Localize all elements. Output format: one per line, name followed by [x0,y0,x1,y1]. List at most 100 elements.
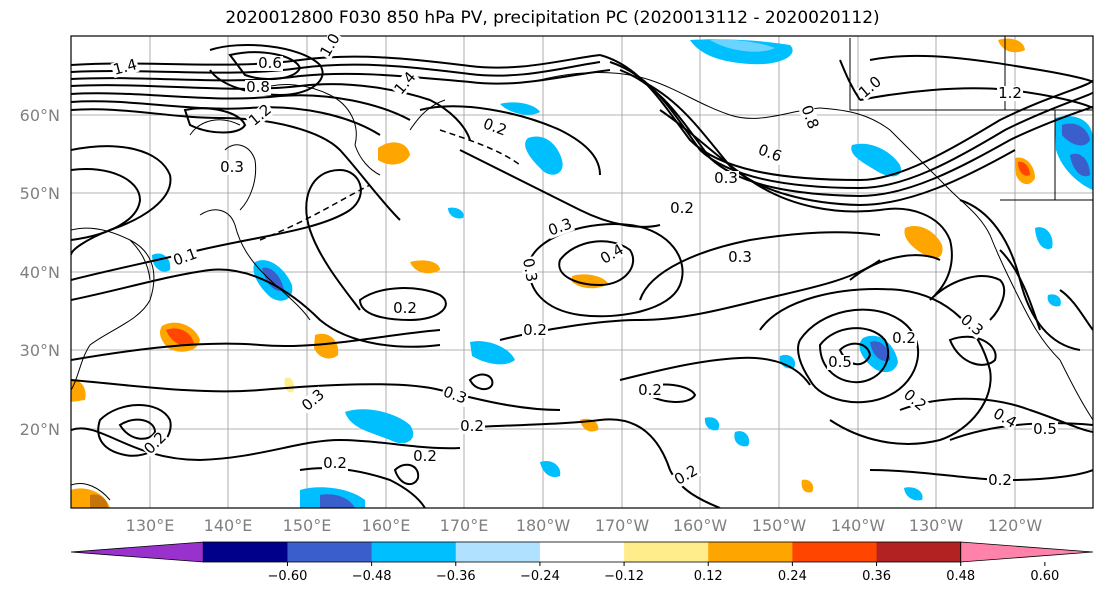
contour-label-background [391,68,420,99]
lon-label-140w: 140°W [831,516,886,535]
contour-label-background [459,419,485,434]
contour-label-background [298,386,329,415]
lon-label-170e: 170°E [440,516,489,535]
contour-label-background [317,30,344,61]
contour-label: 0.2 [323,454,347,472]
contour-label: 0.3 [714,169,738,187]
lon-label-120w: 120°W [988,516,1043,535]
colorbar-segment [876,542,962,562]
contour-label-background [987,473,1013,488]
contour-label: 0.2 [413,447,437,465]
contour-label-background [755,141,785,165]
contour-label-background [522,323,548,338]
contour-label-background [713,171,739,186]
contour-label-background [956,311,987,340]
lon-label-130w: 130°W [909,516,964,535]
colorbar-label: −0.36 [436,569,476,584]
dashed-contour [259,129,521,241]
lon-label-150w: 150°W [752,516,807,535]
lon-label-180w: 180°W [516,516,571,535]
colorbar-label: −0.48 [352,569,392,584]
colorbar-label: 0.60 [1030,569,1059,584]
contour-label-background [671,462,702,489]
longitude-labels: 130°E 140°E 150°E 160°E 170°E 180°W 170°… [126,516,1043,535]
contour-label-background [480,115,510,139]
map-frame [70,35,1094,509]
contour-label-background [245,101,276,130]
colorbar-segment [70,541,204,563]
contour-label: 0.2 [460,417,484,435]
contour-label-background [855,73,886,102]
map-title: 2020012800 F030 850 hPa PV, precipitatio… [225,8,880,28]
contour-label: 0.2 [638,381,662,399]
contour-label: 0.3 [220,158,244,176]
contour-label-background [110,56,140,79]
colorbar-segment [287,542,373,562]
contour-label-background [899,386,930,415]
colorbar-label: 0.12 [694,569,723,584]
contour-label: 0.6 [258,54,282,72]
contour-label-background [245,80,271,95]
contour-label-background [140,428,170,458]
contour-label: 0.5 [1033,420,1057,438]
colorbar-label: −0.12 [604,569,644,584]
contour-label: 0.5 [828,353,852,371]
colorbar-segment [960,541,1094,563]
contour-label: 0.2 [523,321,547,339]
contour-label: 0.3 [728,248,752,266]
lat-label-30n: 30°N [20,341,60,360]
lon-label-160w: 160°W [673,516,728,535]
contour-label-background [997,86,1023,101]
contour-label-background [519,255,540,285]
contour-label-background [891,331,917,346]
contour-label: 0.2 [670,199,694,217]
contour-label-background [989,405,1020,432]
colorbar-segment [792,542,878,562]
contour-label-background [219,160,245,175]
colorbar-label: 0.48 [946,569,975,584]
contour-label-background [827,355,853,370]
contour-label-background [727,250,753,265]
lat-label-20n: 20°N [20,420,60,439]
colorbar-label: −0.24 [520,569,560,584]
colorbar-label: 0.36 [862,569,891,584]
colorbar-segment [624,542,709,562]
colorbar-frame [202,541,962,563]
map-plot-area [71,36,1093,508]
colorbar-segment [539,542,625,562]
latitude-labels: 60°N 50°N 40°N 30°N 20°N [20,106,60,439]
colorbar-segment [371,542,457,562]
lon-label-140e: 140°E [204,516,253,535]
contour-label-background [669,201,695,216]
colorbar-label: 0.24 [778,569,807,584]
lon-label-150e: 150°E [283,516,332,535]
contour-label-background [170,245,200,269]
colorbar-segment [708,542,793,562]
lon-label-170w: 170°W [595,516,650,535]
lat-label-40n: 40°N [20,263,60,282]
contour-label-background [1032,422,1058,437]
lon-label-160e: 160°E [362,516,411,535]
coastlines [71,36,1093,501]
lon-label-130e: 130°E [126,516,175,535]
contour-label: 0.2 [988,471,1012,489]
contour-label: 0.3 [519,257,541,284]
colorbar-segment [203,542,288,562]
colorbar-segment [455,542,541,562]
contour-label: 1.4 [111,55,139,79]
lat-label-60n: 60°N [20,106,60,125]
contour-label-background [798,102,822,132]
contour-label-background [412,449,438,464]
contour-label-background [597,241,628,268]
contour-label-background [392,301,418,316]
contour-label-background [440,383,470,407]
contour-label: 0.2 [393,299,417,317]
contour-label: 0.8 [246,78,270,96]
contour-label-background [322,456,348,471]
colorbar: −0.60 −0.48 −0.36 −0.24 −0.12 0.12 0.24 0.36 0.4… [70,541,1094,584]
contour-label-background [257,56,283,71]
contour-label-background [637,383,663,398]
contour-label-background [545,215,575,239]
contour-label: 1.2 [998,84,1022,102]
